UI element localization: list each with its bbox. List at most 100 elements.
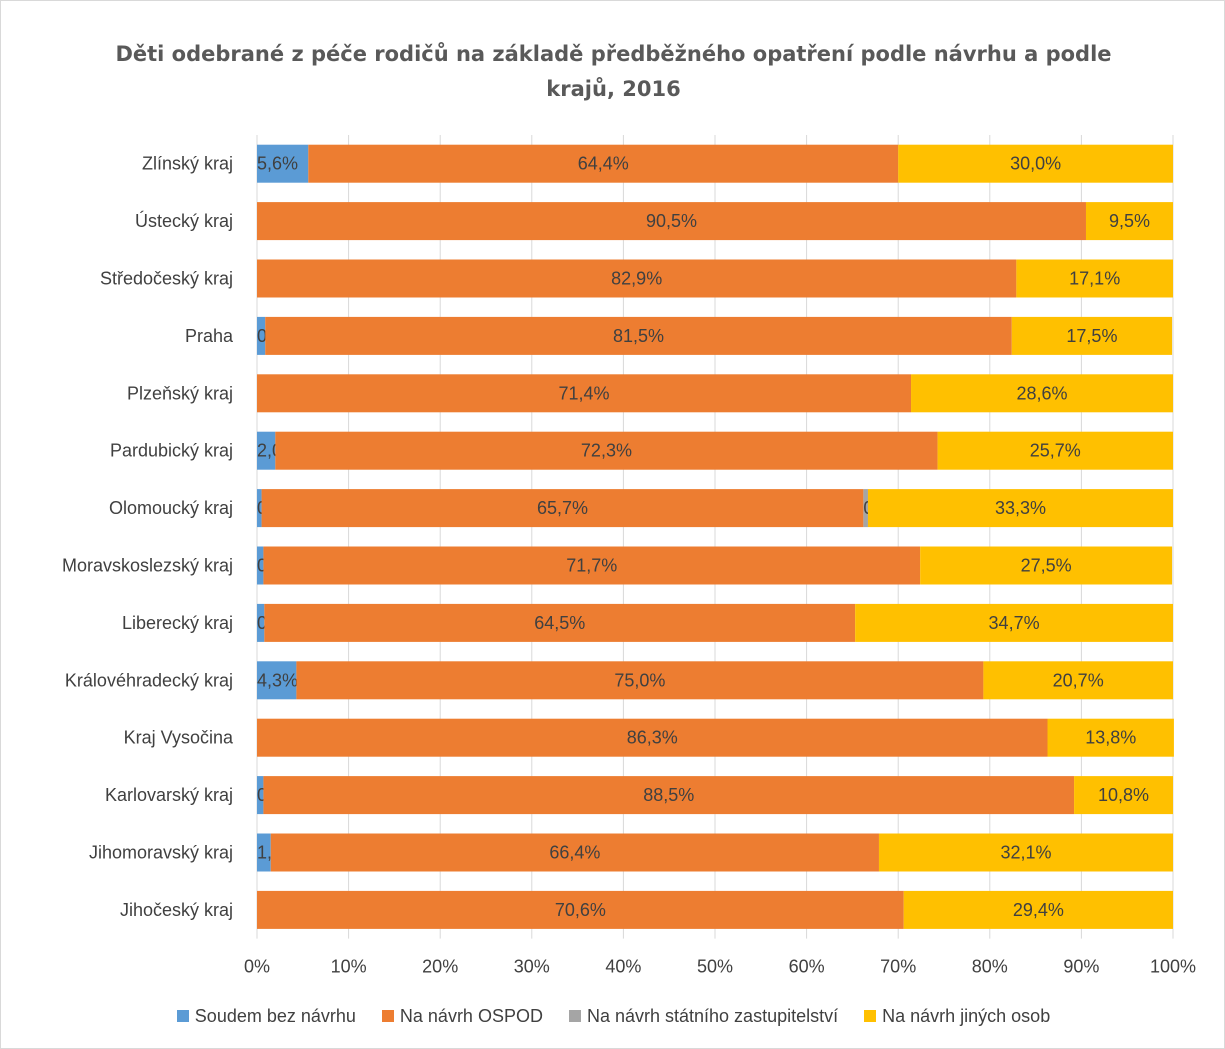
x-tick-label: 90% xyxy=(1063,957,1099,977)
data-label: 5,6% xyxy=(257,154,298,174)
data-label: 20,7% xyxy=(1053,670,1104,690)
bar-segment xyxy=(257,144,309,183)
data-label: 75,0% xyxy=(614,670,665,690)
bar-segment xyxy=(257,890,904,929)
bar-segment xyxy=(903,890,1173,929)
data-label: 90,5% xyxy=(646,211,697,231)
bar-segment xyxy=(1074,776,1173,815)
legend-swatch xyxy=(176,1010,189,1022)
bar-segment xyxy=(275,431,938,470)
category-label: Středočeský kraj xyxy=(100,269,233,289)
bar-segment xyxy=(878,833,1173,872)
category-label: Jihomoravský kraj xyxy=(89,843,233,863)
category-label: Karlovarský kraj xyxy=(105,785,233,805)
bar-segment xyxy=(1085,202,1173,241)
bar-segment xyxy=(937,431,1173,470)
chart-legend: Soudem bez návrhu Na návrh OSPOD Na návrh … xyxy=(1,1001,1224,1031)
data-label: 9,5% xyxy=(1109,211,1150,231)
bar-segment xyxy=(257,259,1017,298)
category-label: Liberecký kraj xyxy=(122,613,233,633)
bar-segment xyxy=(257,374,912,413)
bar-segment xyxy=(898,144,1173,183)
legend-item: Soudem bez návrhu xyxy=(176,1005,356,1027)
data-label: 71,4% xyxy=(558,383,609,403)
data-label: 70,6% xyxy=(555,900,606,920)
category-label: Moravskoslezský kraj xyxy=(62,556,233,576)
data-label: 10,8% xyxy=(1098,785,1149,805)
legend-item: Na návrh OSPOD xyxy=(381,1005,543,1027)
data-label: 65,7% xyxy=(537,498,588,518)
data-label: 25,7% xyxy=(1030,441,1081,461)
data-label: 82,9% xyxy=(611,269,662,289)
legend-swatch xyxy=(568,1010,581,1022)
category-label: Olomoucký kraj xyxy=(109,498,233,518)
bar-segment xyxy=(257,603,265,642)
bar-segment xyxy=(308,144,899,183)
bar-segment xyxy=(257,431,276,470)
data-label: 4,3% xyxy=(257,670,298,690)
legend-item: Na návrh státního zastupitelství xyxy=(568,1006,838,1027)
bar-segment xyxy=(257,489,262,528)
x-tick-label: 30% xyxy=(514,957,550,977)
x-tick-label: 70% xyxy=(880,957,916,977)
legend-label: Na návrh jiných osob xyxy=(882,1005,1051,1026)
category-label: Plzeňský kraj xyxy=(127,383,233,403)
data-label: 71,7% xyxy=(566,556,617,576)
bar-segment xyxy=(983,661,1173,700)
x-tick-label: 20% xyxy=(422,957,458,977)
bar-segment xyxy=(1016,259,1173,298)
legend-item: Na návrh jiných osob xyxy=(864,1006,1050,1027)
legend-label: Soudem bez návrhu xyxy=(194,1005,356,1026)
bar-segment xyxy=(257,718,1048,757)
bar-segment xyxy=(911,374,1173,413)
bar-segment xyxy=(270,833,879,872)
data-label: 33,3% xyxy=(995,498,1046,518)
data-label: 30,0% xyxy=(1010,154,1061,174)
bar-segment xyxy=(264,603,856,642)
bar-segment xyxy=(1047,718,1174,757)
bar-segment xyxy=(296,661,984,700)
bar-segment xyxy=(257,661,297,700)
bar-segment xyxy=(263,776,1075,815)
bar-segment xyxy=(263,546,921,585)
bar-segment xyxy=(261,489,864,528)
x-tick-label: 0% xyxy=(244,957,270,977)
data-label: 13,8% xyxy=(1085,728,1136,748)
x-tick-label: 10% xyxy=(331,957,367,977)
category-label: Zlínský kraj xyxy=(142,154,233,174)
data-label: 66,4% xyxy=(549,843,600,863)
bar-segment xyxy=(257,776,264,815)
data-label: 34,7% xyxy=(989,613,1040,633)
category-label: Jihočeský kraj xyxy=(120,900,233,920)
bar-segment xyxy=(257,316,266,355)
bar-segment xyxy=(257,833,271,872)
data-label: 72,3% xyxy=(581,441,632,461)
data-label: 29,4% xyxy=(1013,900,1064,920)
data-label: 64,5% xyxy=(534,613,585,633)
category-label: Praha xyxy=(185,326,234,346)
x-tick-label: 100% xyxy=(1150,957,1196,977)
bar-segment xyxy=(920,546,1173,585)
x-tick-label: 60% xyxy=(789,957,825,977)
bar-segment xyxy=(265,316,1012,355)
x-tick-label: 80% xyxy=(972,957,1008,977)
data-label: 17,1% xyxy=(1069,269,1120,289)
x-tick-label: 40% xyxy=(605,957,641,977)
data-label: 86,3% xyxy=(627,728,678,748)
data-label: 64,4% xyxy=(578,154,629,174)
bar-segment xyxy=(257,202,1086,241)
bar-segment xyxy=(1011,316,1173,355)
data-label: 17,5% xyxy=(1066,326,1117,346)
data-label: 27,5% xyxy=(1021,556,1072,576)
chart-title: Děti odebrané z péče rodičů na základě p… xyxy=(115,42,1112,101)
bar-segment xyxy=(863,489,868,528)
legend-swatch xyxy=(381,1010,394,1022)
bar-segment xyxy=(257,546,264,585)
legend-label: Na návrh OSPOD xyxy=(399,1005,543,1026)
data-label: 81,5% xyxy=(613,326,664,346)
bar-segment xyxy=(855,603,1173,642)
data-label: 32,1% xyxy=(1000,843,1051,863)
category-label: Pardubický kraj xyxy=(110,441,233,461)
data-label: 88,5% xyxy=(643,785,694,805)
